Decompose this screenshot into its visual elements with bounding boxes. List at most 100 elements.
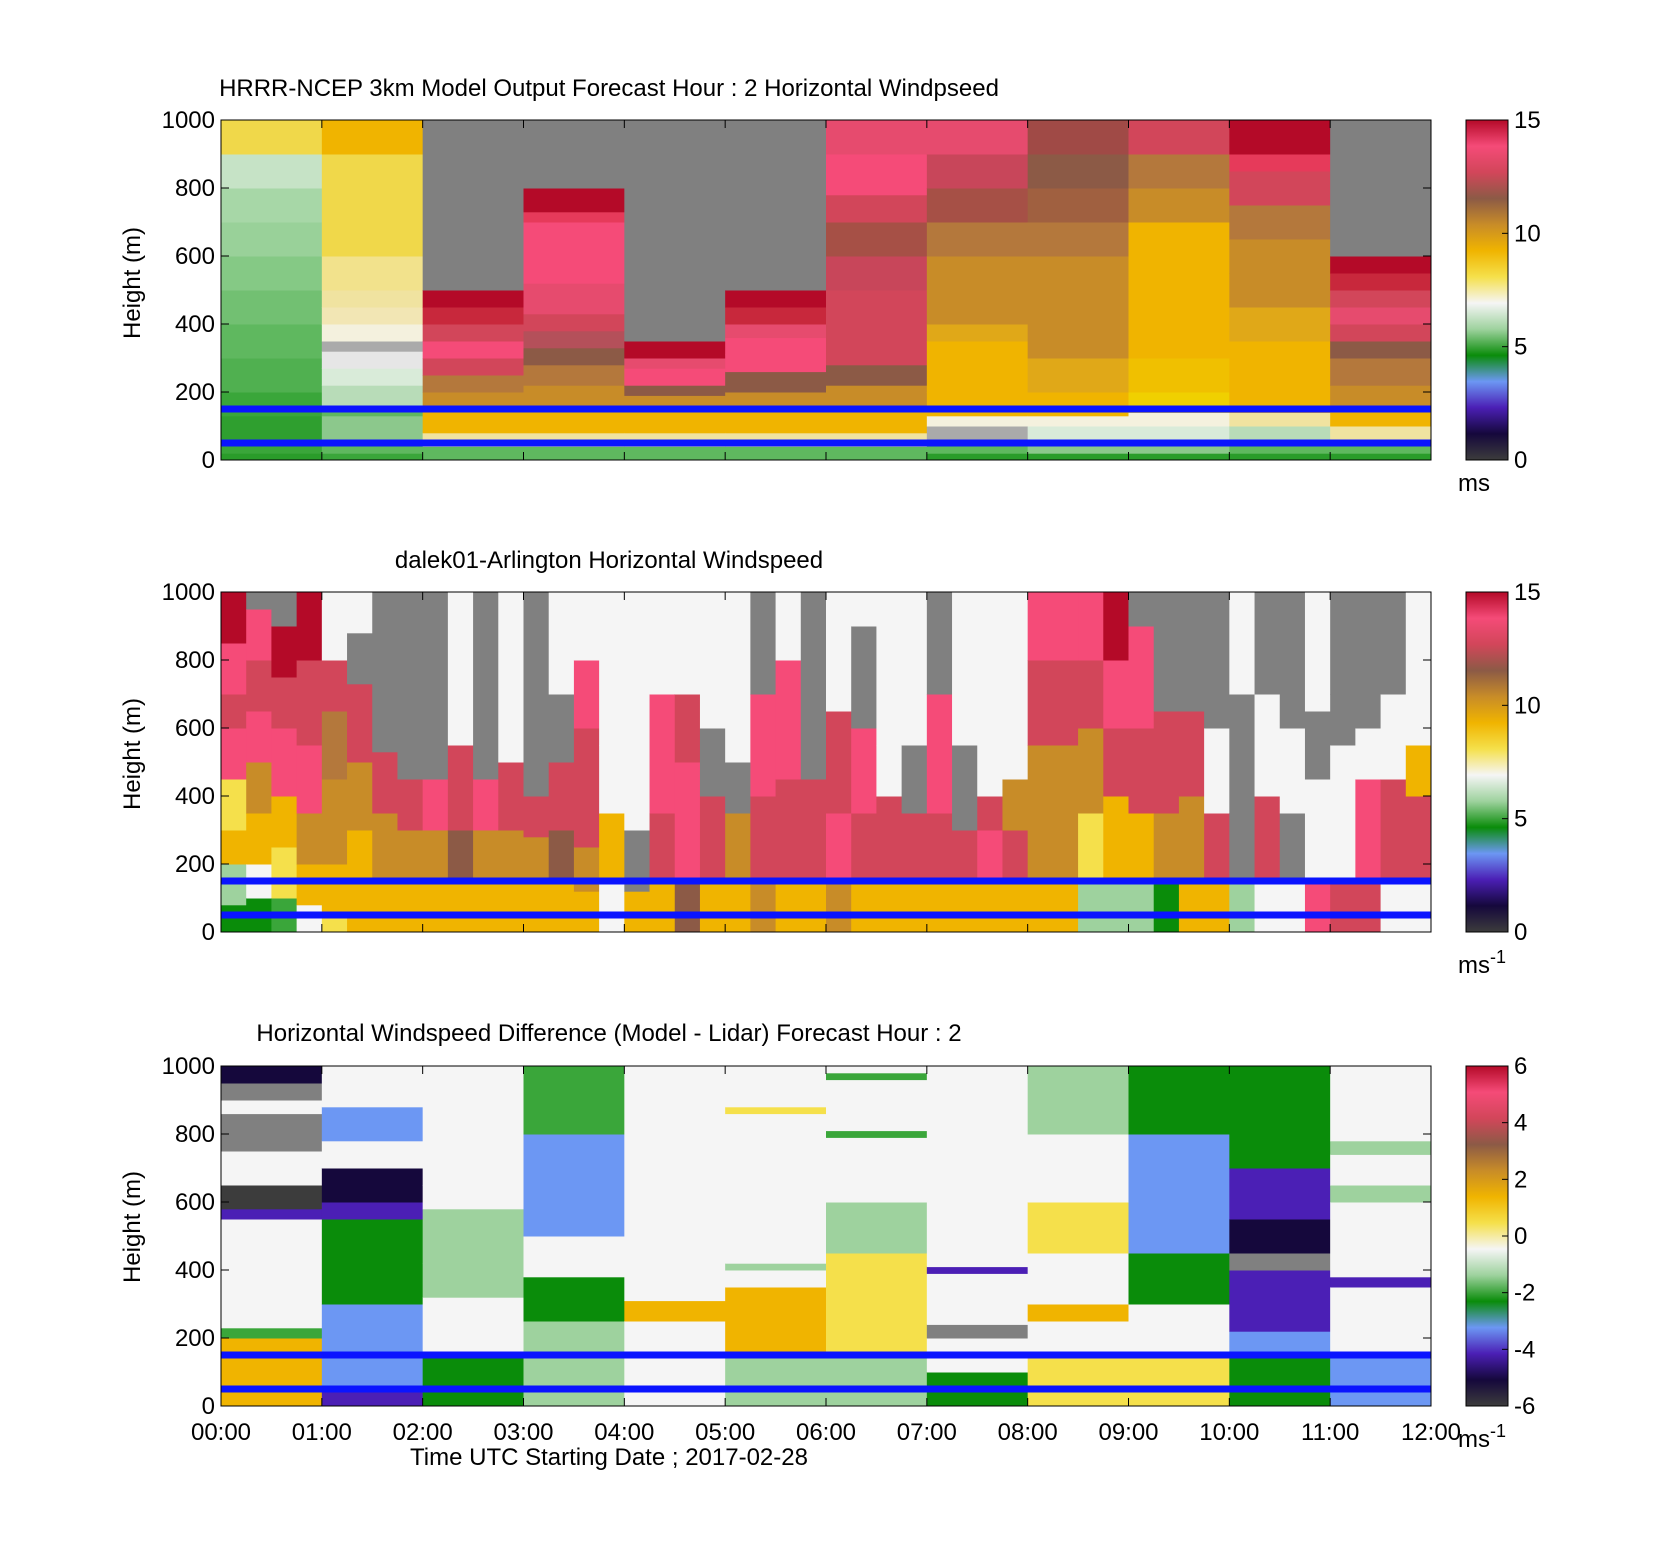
heatmap-cell bbox=[1405, 881, 1432, 933]
heatmap-cell bbox=[1330, 324, 1432, 342]
heatmap-cell bbox=[926, 813, 953, 882]
heatmap-cell bbox=[321, 1106, 424, 1142]
heatmap-cell bbox=[1027, 881, 1054, 933]
heatmap-cell bbox=[321, 592, 348, 661]
heatmap-cell bbox=[447, 745, 474, 831]
heatmap-cell bbox=[221, 1151, 323, 1186]
heatmap-cell bbox=[523, 347, 625, 366]
y-tick-label: 200 bbox=[175, 851, 215, 878]
heatmap-cell bbox=[1229, 171, 1331, 206]
heatmap-cell bbox=[1027, 120, 1129, 155]
panel-model-output: HRRR-NCEP 3km Model Output Forecast Hour… bbox=[119, 75, 1541, 497]
heatmap-cell bbox=[1128, 626, 1155, 729]
heatmap-cell bbox=[422, 830, 449, 882]
colorbar: -6 -4 -2 0 2 4 6 ms-1 bbox=[1458, 1053, 1535, 1453]
heatmap-cell bbox=[674, 881, 701, 933]
x-tick-label: 08:00 bbox=[998, 1419, 1058, 1446]
colorbar-tick-label: 10 bbox=[1514, 220, 1541, 247]
heatmap-cell bbox=[926, 1266, 1029, 1274]
heatmap-cell bbox=[725, 1106, 827, 1115]
x-tick-label: 05:00 bbox=[695, 1419, 755, 1446]
y-tick-label: 0 bbox=[202, 1393, 215, 1420]
heatmap-cell bbox=[800, 592, 827, 780]
heatmap-cell bbox=[221, 1113, 323, 1152]
panel-difference: Horizontal Windspeed Difference (Model -… bbox=[119, 1020, 1535, 1453]
heatmap-cell bbox=[977, 830, 1003, 882]
heatmap-cell bbox=[422, 1263, 524, 1298]
heatmap-cell bbox=[1330, 1154, 1432, 1186]
heatmap-cells bbox=[221, 592, 1432, 933]
heatmap-cell bbox=[397, 881, 424, 933]
heatmap-cell bbox=[624, 385, 726, 396]
heatmap-cell bbox=[1153, 813, 1180, 882]
y-tick-label: 800 bbox=[175, 647, 215, 674]
y-tick-label: 600 bbox=[175, 243, 215, 270]
colorbar-tick-label: 5 bbox=[1514, 806, 1527, 833]
heatmap-cell bbox=[221, 728, 247, 780]
colorbar-unit: ms-1 bbox=[1458, 1421, 1506, 1453]
heatmap-cell bbox=[1279, 728, 1306, 814]
heatmap-cell bbox=[473, 592, 499, 780]
heatmap-cell bbox=[624, 358, 726, 369]
heatmap-cell bbox=[826, 1072, 928, 1081]
heatmap-cell bbox=[725, 307, 827, 325]
heatmap-cell bbox=[1027, 1066, 1129, 1135]
heatmap-cell bbox=[548, 694, 575, 763]
y-tick-label: 1000 bbox=[162, 1053, 215, 1080]
y-axis-label: Height (m) bbox=[119, 227, 146, 339]
colorbar-tick-label: 0 bbox=[1514, 447, 1527, 474]
heatmap-cell bbox=[523, 1236, 625, 1254]
heatmap-cell bbox=[221, 643, 247, 695]
panel-title: Horizontal Windspeed Difference (Model -… bbox=[256, 1020, 961, 1047]
heatmap-cell bbox=[1330, 341, 1432, 359]
heatmap-cell bbox=[296, 864, 323, 906]
x-tick-label: 04:00 bbox=[594, 1419, 654, 1446]
heatmap-cell bbox=[1229, 453, 1331, 461]
heatmap-cell bbox=[1204, 881, 1230, 933]
heatmap-cell bbox=[1027, 154, 1129, 189]
heatmap-cell bbox=[725, 371, 827, 393]
heatmap-cell bbox=[1229, 120, 1331, 155]
heatmap-cell bbox=[498, 762, 524, 831]
heatmap-cell bbox=[1229, 341, 1331, 393]
heatmap-cell bbox=[321, 154, 424, 257]
heatmap-cell bbox=[1128, 1185, 1230, 1254]
heatmap-cell bbox=[1128, 1134, 1230, 1186]
heatmap-cell bbox=[372, 813, 398, 882]
colorbar-unit-exponent: -1 bbox=[1490, 947, 1506, 967]
heatmap-cell bbox=[1279, 592, 1306, 729]
heatmap-cell bbox=[1128, 453, 1230, 461]
heatmap-cell bbox=[826, 154, 928, 196]
heatmap-cell bbox=[1229, 1168, 1331, 1220]
heatmap-cell bbox=[573, 847, 600, 892]
heatmap-cell bbox=[1330, 290, 1432, 308]
heatmap-cell bbox=[1128, 154, 1230, 189]
heatmap-cell bbox=[775, 592, 802, 661]
heatmap-cell bbox=[750, 796, 777, 882]
heatmap-cell bbox=[775, 779, 802, 882]
heatmap-cell bbox=[1330, 1066, 1432, 1142]
heatmap-cell bbox=[1052, 830, 1079, 882]
x-axis: Time UTC Starting Date ; 2017-02-28 bbox=[410, 1444, 808, 1471]
heatmap-cells bbox=[221, 120, 1432, 461]
heatmap-cell bbox=[1128, 188, 1230, 223]
heatmap-cell bbox=[926, 222, 1029, 257]
heatmap-cell bbox=[422, 592, 449, 780]
colorbar-tick-label: -6 bbox=[1514, 1393, 1535, 1420]
colorbar-unit: ms-1 bbox=[1458, 947, 1506, 979]
heatmap-cell bbox=[1229, 273, 1331, 308]
heatmap-cell bbox=[1128, 881, 1155, 933]
colorbar-unit-exponent: -1 bbox=[1490, 1421, 1506, 1441]
heatmap-cell bbox=[952, 592, 978, 746]
heatmap-cell bbox=[221, 864, 247, 906]
heatmap-cell bbox=[725, 813, 751, 882]
heatmap-cell bbox=[347, 592, 373, 634]
heatmap-cell bbox=[624, 592, 651, 797]
heatmap-cell bbox=[1330, 1140, 1432, 1155]
heatmap-cell bbox=[296, 904, 323, 933]
heatmap-cell bbox=[372, 592, 398, 753]
heatmap-cell bbox=[1405, 745, 1432, 797]
heatmap-cell bbox=[649, 694, 676, 814]
heatmap-cell bbox=[699, 881, 726, 933]
heatmap-cell bbox=[321, 368, 424, 386]
